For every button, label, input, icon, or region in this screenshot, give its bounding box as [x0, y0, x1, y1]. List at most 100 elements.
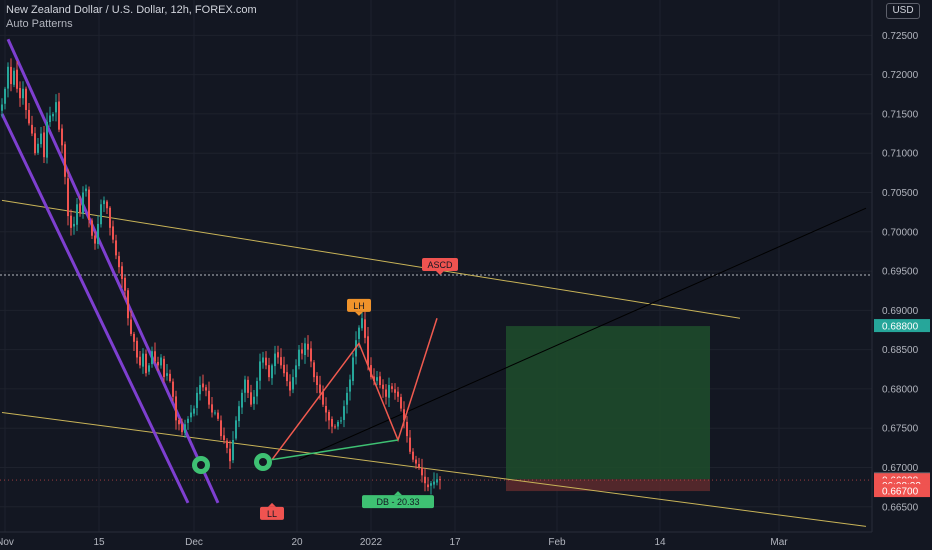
label-pointer — [355, 311, 363, 316]
candles — [1, 58, 441, 495]
pattern-end-icon-dot — [259, 458, 267, 466]
candle-body — [379, 376, 381, 385]
time-axis-tick: Mar — [770, 537, 788, 548]
candle-body — [268, 365, 270, 378]
candle-body — [316, 375, 318, 385]
candle-body — [118, 256, 120, 268]
candle-body — [238, 406, 240, 422]
candle-body — [157, 361, 159, 366]
grid — [0, 0, 872, 547]
time-axis-tick: Feb — [548, 537, 566, 548]
time-axis-tick: 2022 — [360, 537, 383, 548]
time-axis-tick: 15 — [93, 537, 105, 548]
candle-body — [49, 115, 51, 123]
price-tag-text: 0.66700 — [882, 487, 919, 498]
price-axis-tick: 0.67000 — [882, 463, 919, 474]
candle-body — [367, 336, 369, 366]
candle-body — [28, 109, 30, 124]
label-box — [422, 258, 458, 271]
candle-body — [334, 426, 336, 428]
candle-body — [52, 113, 54, 117]
candle-body — [430, 483, 432, 486]
candle-body — [319, 384, 321, 393]
pattern-label: LL — [260, 502, 284, 520]
label-text: LL — [267, 509, 277, 519]
pattern-line — [271, 317, 438, 461]
label-text: ASCD — [427, 260, 453, 270]
candle-body — [58, 101, 60, 130]
candle-body — [352, 357, 354, 381]
label-text: LH — [353, 301, 365, 311]
candle-body — [421, 468, 423, 476]
candle-body — [274, 353, 276, 367]
candle-body — [127, 290, 129, 319]
candle-body — [277, 352, 279, 358]
candle-body — [34, 133, 36, 154]
time-axis-tick: Dec — [185, 537, 203, 548]
candle-body — [235, 420, 237, 439]
candle-body — [289, 381, 291, 391]
pattern-label: LH — [347, 298, 371, 316]
price-axis-tick: 0.71500 — [882, 109, 919, 120]
candle-body — [307, 343, 309, 350]
candle-body — [196, 392, 198, 408]
label-pointer — [268, 502, 276, 507]
candle-body — [142, 353, 144, 367]
candle-body — [205, 387, 207, 391]
candle-body — [61, 128, 63, 146]
candle-body — [418, 464, 420, 468]
candle-body — [112, 226, 114, 240]
pattern-start-icon — [192, 456, 210, 474]
channel-line — [0, 113, 190, 504]
candle-body — [247, 379, 249, 393]
candle-body — [94, 235, 96, 244]
candle-body — [361, 318, 363, 329]
candle-body — [31, 124, 33, 134]
candle-body — [139, 356, 141, 366]
candle-body — [433, 481, 435, 485]
candle-body — [67, 178, 69, 217]
candle-body — [388, 385, 390, 398]
candle-body — [163, 358, 165, 378]
price-tag: 0.66700 — [874, 484, 930, 498]
candle-body — [349, 379, 351, 392]
candle-body — [337, 421, 339, 427]
candle-body — [313, 362, 315, 378]
candle-body — [400, 397, 402, 409]
candle-body — [265, 357, 267, 366]
price-axis-tick: 0.69500 — [882, 267, 919, 278]
candle-body — [217, 412, 219, 419]
candle-body — [169, 373, 171, 382]
candle-body — [214, 412, 216, 414]
candle-body — [397, 391, 399, 397]
pattern-line — [271, 439, 399, 461]
pattern-start-icon-dot — [197, 461, 205, 469]
candle-body — [22, 88, 24, 99]
candle-body — [88, 189, 90, 220]
price-tag-box — [874, 484, 930, 498]
candle-body — [229, 448, 231, 462]
candle-body — [154, 351, 156, 362]
time-axis-tick: Nov — [0, 537, 14, 548]
pattern-end-icon — [254, 453, 272, 471]
time-axis-background — [0, 532, 932, 550]
candle-body — [271, 365, 273, 379]
candle-body — [103, 200, 105, 205]
candle-body — [406, 421, 408, 437]
currency-button[interactable]: USD — [886, 3, 920, 19]
candle-body — [19, 87, 21, 99]
candle-body — [412, 451, 414, 460]
indicator-name[interactable]: Auto Patterns — [6, 18, 73, 30]
trend-line — [298, 207, 867, 461]
candle-body — [172, 381, 174, 397]
candle-body — [181, 424, 183, 433]
candle-body — [220, 420, 222, 437]
price-axis-tick: 0.68500 — [882, 345, 919, 356]
candle-body — [301, 349, 303, 354]
time-axis-tick: 17 — [449, 537, 461, 548]
candle-body — [262, 357, 264, 363]
pattern-label: ASCD — [422, 258, 458, 275]
target-zone — [506, 326, 710, 480]
